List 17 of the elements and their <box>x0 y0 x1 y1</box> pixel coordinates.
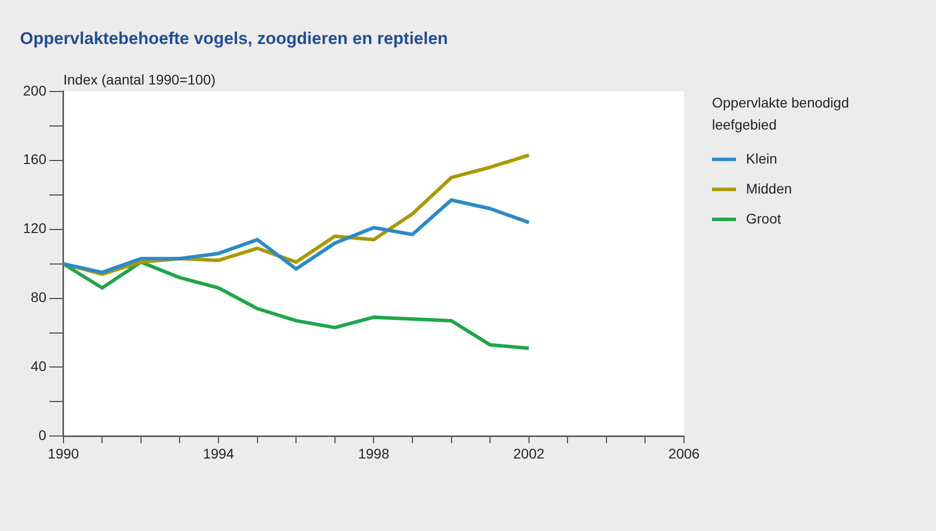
y-tick-label: 200 <box>23 82 47 98</box>
y-tick-label: 120 <box>23 220 47 236</box>
x-tick-label: 2006 <box>668 445 700 462</box>
x-tick-label: 1998 <box>358 445 390 462</box>
y-tick-label: 40 <box>30 358 47 374</box>
x-tick-label: 1990 <box>48 445 80 462</box>
chart-title: Oppervlaktebehoefte vogels, zoogdieren en reptielen <box>20 28 448 48</box>
legend-label: Midden <box>746 180 792 196</box>
y-tick-label: 0 <box>38 427 47 444</box>
x-tick-label: 2002 <box>513 445 545 462</box>
x-tick-label: 1994 <box>202 445 234 462</box>
legend-title: Oppervlakte benodigd leefgebied <box>712 94 849 132</box>
y-tick-label: 80 <box>30 289 47 306</box>
legend-label: Groot <box>746 210 782 226</box>
y-axis-title: Index (aantal 1990=100) <box>63 71 216 88</box>
y-tick-label: 160 <box>23 151 47 168</box>
legend-label: Klein <box>746 150 778 166</box>
